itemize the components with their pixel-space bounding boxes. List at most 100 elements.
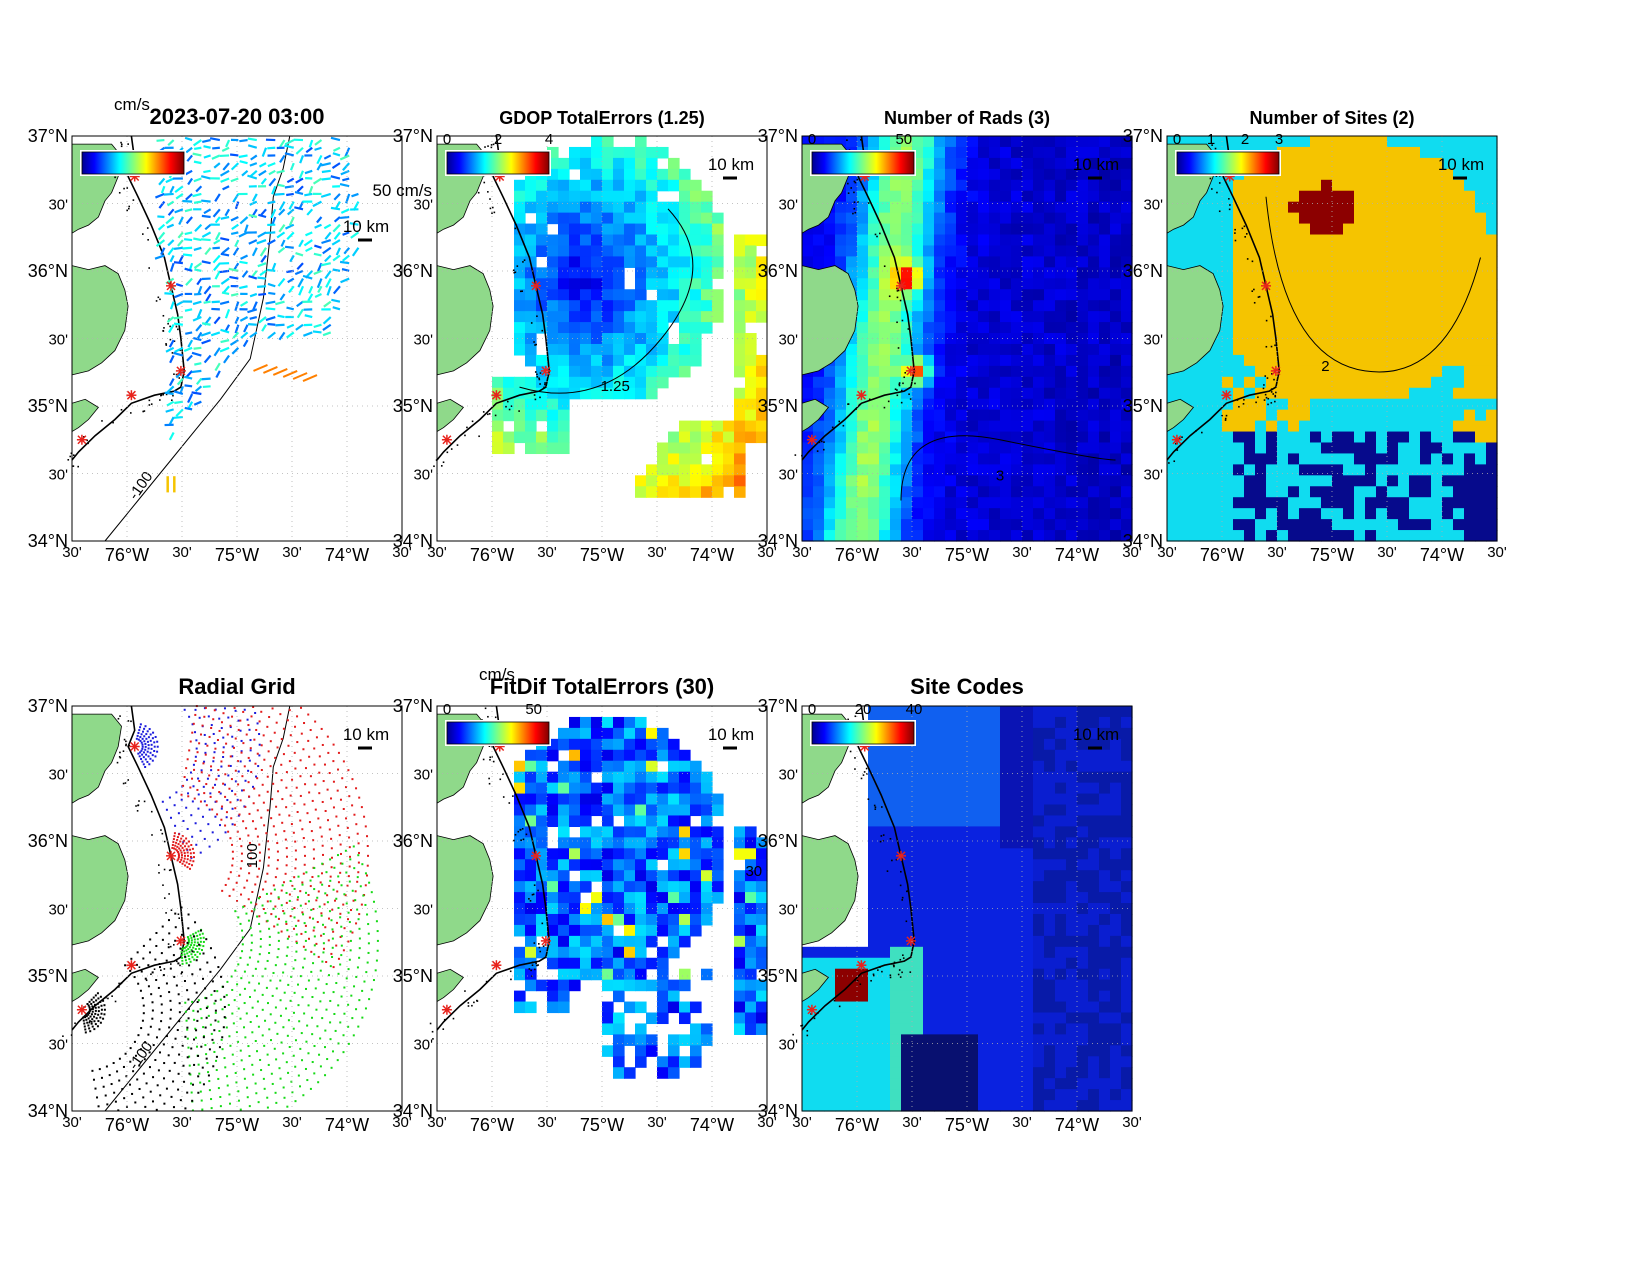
grid-cell (1431, 300, 1443, 312)
grid-cell (1066, 146, 1078, 159)
grid-cell (1288, 431, 1300, 444)
grid-cell (1475, 431, 1487, 444)
vector-arrow (191, 351, 202, 357)
radial-point (336, 854, 339, 857)
vector-arrow (285, 223, 295, 230)
radial-point (193, 944, 196, 947)
grid-cell (956, 354, 968, 367)
radial-point (172, 838, 175, 841)
vector-arrow (286, 208, 295, 216)
grid-cell (923, 322, 935, 334)
island-dot (137, 804, 139, 807)
grid-cell (1343, 475, 1355, 487)
radial-point (147, 747, 150, 750)
radial-point (183, 776, 186, 779)
radial-point (220, 1038, 223, 1041)
grid-cell (868, 398, 880, 411)
island-dot (896, 296, 899, 299)
radial-point (271, 1082, 274, 1085)
grid-cell (1310, 267, 1322, 279)
vector-arrow (302, 374, 318, 382)
radial-point (250, 771, 253, 774)
radial-point (285, 1007, 288, 1010)
radial-point (203, 760, 206, 763)
grid-cell (1110, 190, 1122, 203)
radial-point (366, 864, 369, 867)
grid-cell (1321, 201, 1333, 214)
grid-cell (1365, 453, 1377, 465)
radial-point (230, 817, 233, 820)
grid-cell (1044, 311, 1056, 323)
grid-cell (536, 223, 548, 236)
grid-cell (1255, 365, 1267, 378)
grid-cell (1099, 343, 1111, 356)
site-marker-stroke (491, 390, 501, 400)
grid-cell (868, 354, 880, 367)
grid-cell (1088, 179, 1100, 192)
radial-point (193, 768, 196, 771)
radial-point (310, 908, 313, 911)
grid-cell (1277, 311, 1289, 323)
grid-cell (668, 234, 680, 247)
grid-cell (668, 278, 680, 290)
grid-cell (1376, 333, 1388, 345)
radial-point (308, 791, 311, 794)
radial-point (286, 946, 289, 949)
grid-cell (1200, 442, 1212, 455)
grid-cell (868, 508, 880, 520)
grid-cell (1321, 519, 1333, 531)
grid-cell (1398, 333, 1410, 345)
grid-cell (835, 442, 847, 455)
grid-cell (945, 278, 957, 290)
grid-cell (580, 311, 592, 323)
radial-point (243, 1077, 246, 1080)
vector-arrow (288, 285, 295, 294)
grid-cell (1343, 464, 1355, 476)
island-dot (831, 426, 834, 429)
radial-point (358, 927, 361, 930)
radial-point (194, 755, 197, 758)
vector-arrow (234, 201, 240, 210)
grid-cell (1167, 387, 1179, 400)
radial-point (360, 903, 363, 906)
island-dot (894, 388, 897, 391)
radial-point (222, 755, 225, 758)
vector-arrow (332, 268, 341, 272)
site-marker-stroke (1221, 390, 1231, 400)
island-dot (178, 377, 181, 379)
radial-point (274, 1006, 277, 1009)
grid-cell (967, 475, 979, 487)
grid-cell (1354, 278, 1366, 290)
grid-cell (1222, 530, 1234, 542)
grid-cell (1343, 431, 1355, 444)
grid-cell (989, 365, 1001, 378)
grid-cell (934, 431, 946, 444)
grid-cell (824, 508, 836, 520)
grid-cell (1299, 201, 1311, 214)
grid-cell (934, 497, 946, 509)
grid-cell (635, 245, 647, 258)
radial-point (250, 934, 253, 937)
grid-cell (1255, 136, 1267, 148)
grid-cell (745, 289, 757, 301)
radial-point (317, 875, 320, 878)
vector-arrow (258, 292, 267, 296)
grid-cell (1420, 387, 1432, 400)
grid-cell (1222, 453, 1234, 465)
grid-cell (1442, 289, 1454, 301)
island-dot (158, 872, 160, 874)
grid-cell (569, 146, 581, 159)
radial-point (187, 942, 190, 945)
radial-point (193, 797, 196, 800)
radial-point (183, 946, 186, 949)
lon-tick-label: 30' (647, 544, 667, 561)
vector-arrow (230, 162, 240, 171)
grid-cell (1464, 322, 1476, 334)
grid-cell (846, 365, 858, 378)
grid-cell (967, 365, 979, 378)
radial-point (137, 752, 140, 755)
radial-point (204, 996, 207, 999)
radial-point (247, 724, 250, 727)
grid-cell (580, 190, 592, 203)
grid-cell (967, 278, 979, 290)
